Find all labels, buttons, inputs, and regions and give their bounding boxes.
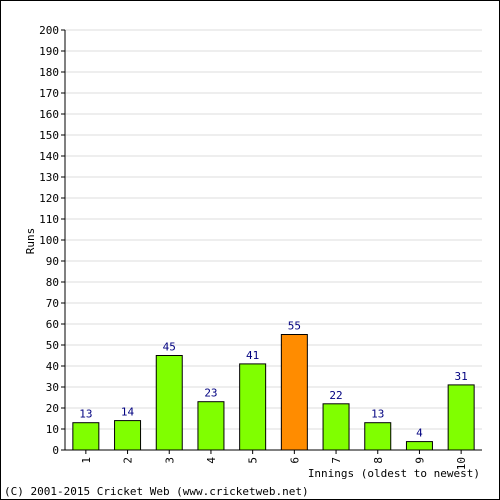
bar-innings-4 [197,401,225,451]
y-tick-label: 60 [46,318,59,331]
bar-innings-3 [155,355,183,451]
bar-innings-2 [114,420,142,451]
value-labels: 13 14 45 23 41 55 22 13 4 31 [79,320,468,440]
x-tick-label: 2 [122,457,135,464]
value-label-6: 55 [288,320,301,333]
y-tick-label: 190 [39,45,59,58]
y-tick-label: 130 [39,171,59,184]
x-tick-label: 4 [205,457,218,464]
y-tick-label: 40 [46,360,59,373]
bar-innings-5 [239,363,267,451]
y-axis-label: Runs [24,228,37,255]
y-tick-label: 170 [39,87,59,100]
y-tick-label: 80 [46,276,59,289]
bar-innings-10 [447,384,475,451]
y-tick-label: 70 [46,297,59,310]
y-tick-label: 200 [39,24,59,37]
y-tick-label: 20 [46,402,59,415]
x-tick-label: 1 [80,457,93,464]
bar-innings-7 [322,403,350,451]
bars [72,334,475,451]
bar-innings-1 [72,422,100,451]
value-label-10: 31 [455,370,468,383]
x-tick-labels: 1 2 3 4 5 6 7 8 9 10 [80,457,468,471]
y-tick-label: 10 [46,423,59,436]
x-tick-label: 10 [455,457,468,470]
value-label-3: 45 [163,341,176,354]
x-tick-label: 3 [163,457,176,464]
y-tick-label: 160 [39,108,59,121]
y-tick-label: 180 [39,66,59,79]
value-label-9: 4 [416,427,423,440]
value-label-2: 14 [121,406,135,419]
value-label-5: 41 [246,349,259,362]
y-tick-label: 110 [39,213,59,226]
x-tick-label: 6 [288,457,301,464]
bar-innings-9 [405,441,433,451]
copyright-text: (C) 2001-2015 Cricket Web (www.cricketwe… [4,485,309,498]
x-tick-label: 5 [247,457,260,464]
x-tick-label: 8 [372,457,385,464]
value-label-7: 22 [329,389,342,402]
bar-innings-8 [364,422,392,451]
axes [61,29,482,454]
y-tick-label: 30 [46,381,59,394]
x-tick-label: 9 [413,457,426,464]
bar-innings-6 [280,334,308,451]
x-tick-label: 7 [330,457,343,464]
y-tick-label: 100 [39,234,59,247]
x-axis-label: Innings (oldest to newest) [308,467,480,480]
y-tick-labels: 0 10 20 30 40 50 60 70 80 90 100 110 120 130 140 150 160… [39,24,59,457]
y-tick-label: 140 [39,150,59,163]
value-label-1: 13 [79,408,92,421]
value-label-8: 13 [371,408,384,421]
y-tick-label: 90 [46,255,59,268]
y-tick-label: 0 [52,444,59,457]
value-label-4: 23 [204,387,217,400]
gridlines [65,29,482,430]
y-tick-label: 120 [39,192,59,205]
y-tick-label: 50 [46,339,59,352]
y-tick-label: 150 [39,129,59,142]
